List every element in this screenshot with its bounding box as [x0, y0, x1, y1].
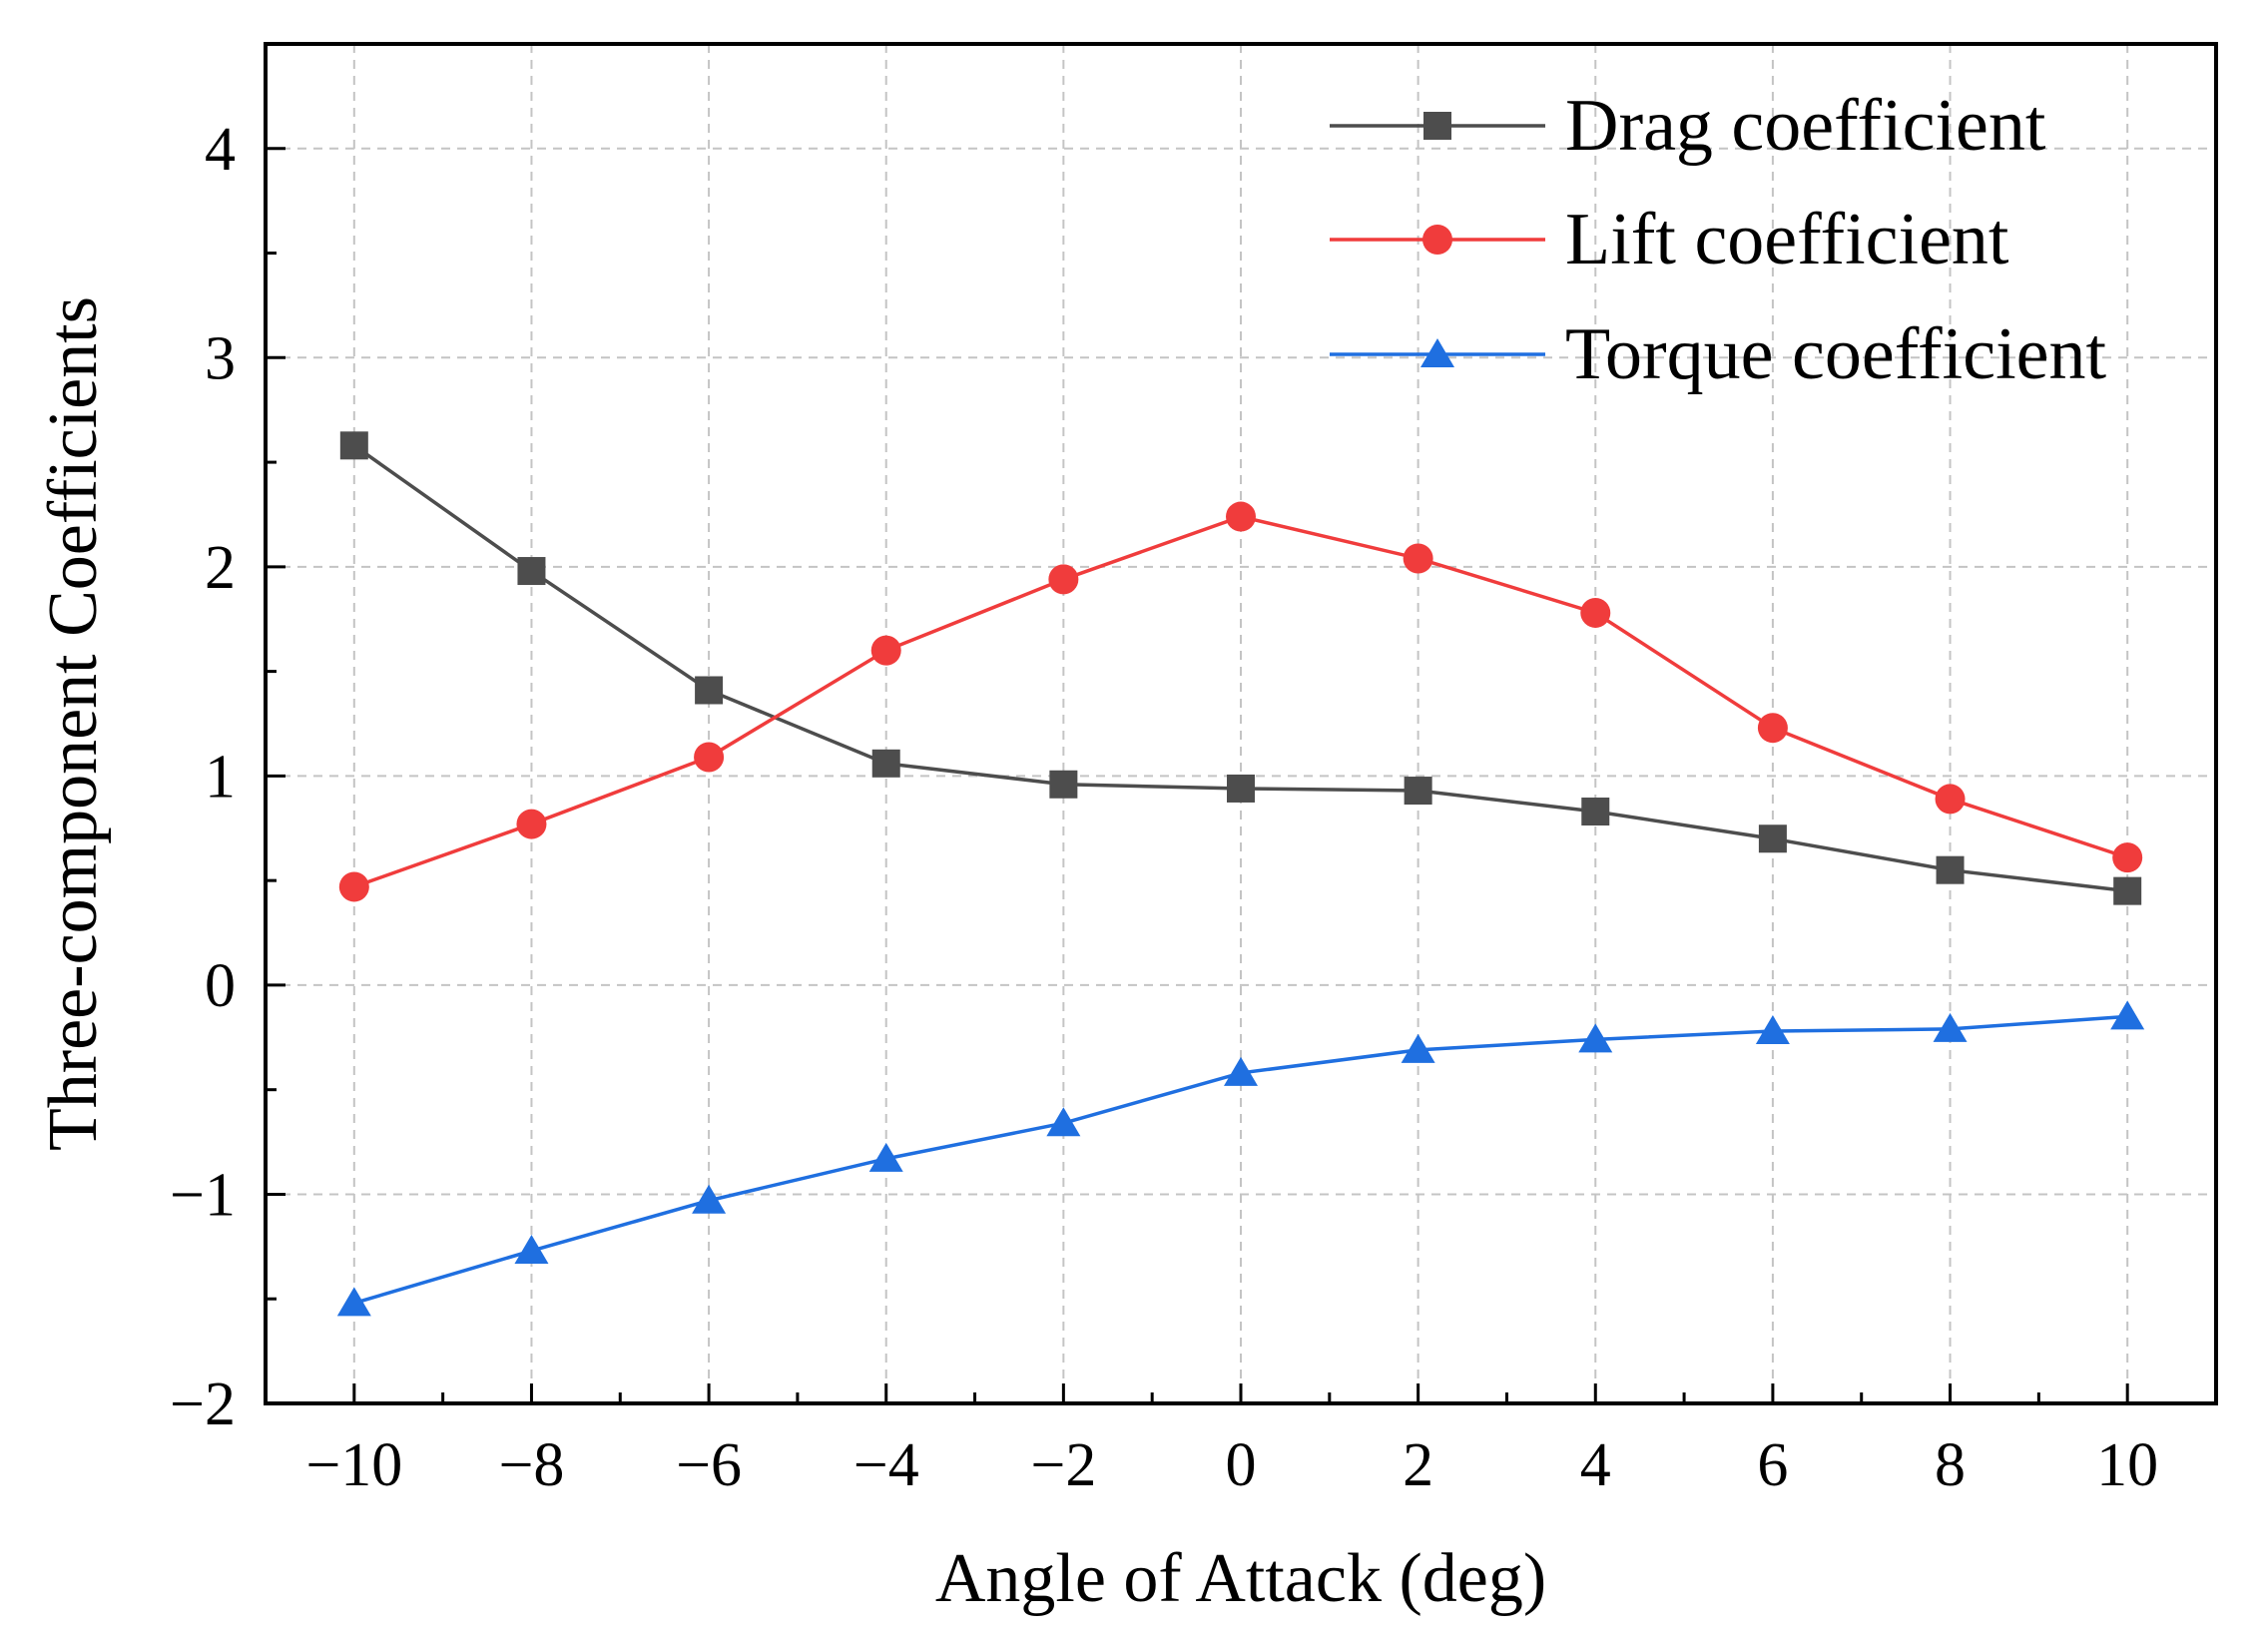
drag-series — [339, 431, 2142, 905]
legend-label-drag: Drag coefficient — [1565, 85, 2046, 167]
axis-ticks — [264, 42, 2218, 1405]
y-tick-label: 3 — [205, 324, 236, 392]
torque-point — [336, 1287, 371, 1317]
torque-series — [336, 1000, 2145, 1317]
lift-point — [1935, 784, 1966, 815]
lift-point — [2112, 842, 2143, 873]
drag-point — [2113, 876, 2142, 905]
drag-point — [1936, 855, 1965, 884]
x-tick-label: −10 — [305, 1431, 402, 1499]
torque-point — [2110, 1000, 2145, 1030]
x-tick-label: −8 — [498, 1431, 564, 1499]
drag-point — [1758, 824, 1787, 853]
legend-entry-torque: Torque coefficient — [1330, 313, 2106, 395]
x-tick-label: −6 — [676, 1431, 742, 1499]
torque-point — [1933, 1012, 1968, 1042]
x-axis-title: Angle of Attack (deg) — [935, 1540, 1546, 1617]
torque-point — [1401, 1033, 1435, 1063]
drag-point — [1404, 777, 1432, 806]
torque-point — [514, 1235, 549, 1265]
y-tick-label: 0 — [205, 952, 236, 1020]
x-tick-label: 2 — [1403, 1431, 1433, 1499]
lift-point — [338, 871, 369, 902]
x-tick-label: 8 — [1935, 1431, 1966, 1499]
x-tick-label: 0 — [1226, 1431, 1257, 1499]
lift-point — [516, 809, 547, 839]
torque-point — [868, 1142, 903, 1172]
lift-point — [694, 742, 725, 773]
drag-point — [339, 431, 368, 460]
x-tick-label: 4 — [1580, 1431, 1611, 1499]
x-tick-label: −4 — [853, 1431, 919, 1499]
y-tick-label: 4 — [205, 116, 236, 184]
grid — [266, 44, 2216, 1403]
x-tick-label: −2 — [1030, 1431, 1096, 1499]
legend-marker-torque — [1420, 338, 1454, 367]
legend-entry-lift: Lift coefficient — [1330, 199, 2009, 280]
drag-point — [871, 749, 900, 778]
legend-marker-drag — [1423, 112, 1451, 140]
legend-label-torque: Torque coefficient — [1565, 313, 2106, 395]
drag-point — [1049, 770, 1078, 799]
drag-point — [1227, 774, 1255, 803]
legend-marker-lift — [1422, 225, 1452, 255]
drag-point — [695, 676, 724, 705]
x-tick-label: 6 — [1757, 1431, 1788, 1499]
lift-series — [338, 501, 2143, 902]
drag-point — [517, 557, 546, 586]
lift-point — [870, 635, 901, 666]
lift-point — [1048, 564, 1079, 595]
legend-entry-drag: Drag coefficient — [1330, 85, 2046, 167]
lift-point — [1580, 597, 1611, 628]
drag-point — [1581, 798, 1610, 826]
legend: Drag coefficient Lift coefficient Torque c… — [1330, 85, 2106, 395]
torque-point — [1755, 1015, 1790, 1045]
torque-point — [1578, 1023, 1613, 1053]
y-axis-title: Three-component Coefficients — [35, 296, 112, 1151]
y-tick-label: −2 — [170, 1371, 236, 1438]
plot-series — [336, 431, 2145, 1317]
lift-point — [1226, 501, 1256, 532]
y-tick-label: −1 — [170, 1161, 236, 1229]
y-tick-label: 2 — [205, 534, 236, 602]
torque-point — [1224, 1056, 1258, 1086]
lift-point — [1757, 713, 1788, 744]
lift-point — [1403, 543, 1433, 574]
x-tick-label: 10 — [2096, 1431, 2158, 1499]
torque-point — [1046, 1107, 1081, 1137]
legend-label-lift: Lift coefficient — [1565, 199, 2009, 280]
y-tick-label: 1 — [205, 743, 236, 811]
torque-point — [692, 1184, 727, 1214]
